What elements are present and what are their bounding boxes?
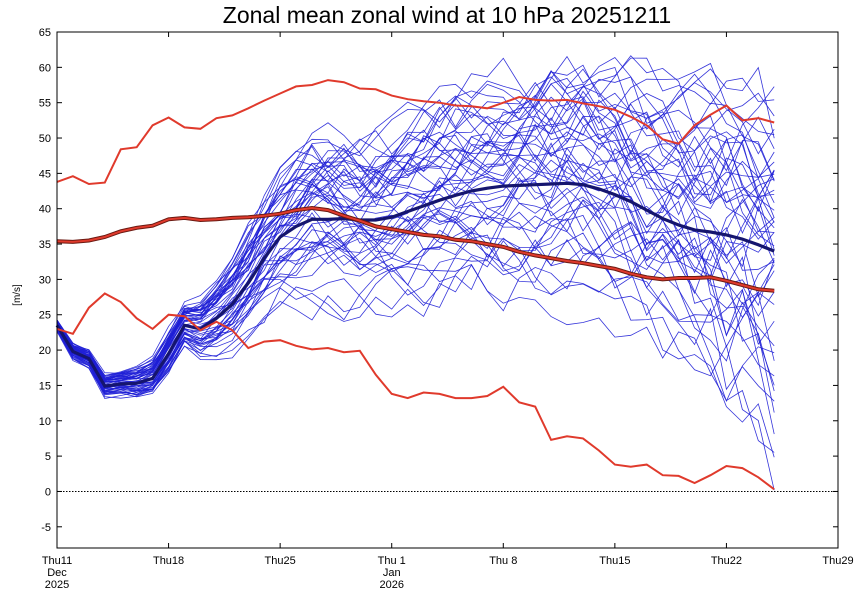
ensemble-member-line [56,76,775,376]
ensemble-member-line [56,56,775,382]
x-tick-label: 2026 [379,579,403,591]
x-tick-label: Thu18 [153,555,184,567]
x-tick-label: Thu29 [822,555,853,567]
ensemble-member-line [56,131,775,390]
y-tick-label: 30 [39,274,51,286]
y-tick-label: 40 [39,204,51,216]
ensemble-member-line [56,116,775,388]
y-tick-label: -5 [41,522,51,534]
chart-title: Zonal mean zonal wind at 10 hPa 20251211 [223,2,671,28]
ensemble-member-line [56,232,775,491]
y-tick-label: 10 [39,416,51,428]
ensemble-member-line [56,73,775,381]
ensemble-member-line [56,55,775,374]
ensemble-member-line [56,216,775,413]
ensemble-member-line [56,229,775,399]
ensemble-member-line [56,76,775,381]
x-tick-label: Thu25 [265,555,296,567]
ensemble-member-line [56,57,775,382]
y-tick-label: 35 [39,239,51,251]
x-tick-label: Jan [383,567,401,579]
ensemble-mean-line [55,181,775,388]
x-tick-label: Thu 8 [489,555,517,567]
x-tick-label: Thu22 [711,555,742,567]
y-tick-label: 60 [39,62,51,74]
x-tick-label: Thu11 [42,555,72,567]
y-tick-label: 5 [45,451,51,463]
y-axis: -5 0 5 10 15 20 25 30 35 40 45 50 55 60 65 [39,27,838,534]
y-tick-label: 55 [39,98,51,110]
y-axis-label: [m/s] [12,284,23,306]
x-tick-label: 2025 [45,579,69,591]
y-tick-label: 65 [39,27,51,39]
ensemble-member-line [56,133,775,379]
climatology-mean-line [56,206,775,292]
ensemble-member-line [56,263,775,453]
series-layer [55,79,775,491]
x-tick-label: Dec [47,567,67,579]
ensemble-member-line [56,152,775,388]
y-tick-label: 20 [39,345,51,357]
y-tick-label: 45 [39,168,51,180]
y-tick-label: 50 [39,133,51,145]
climatology-min-line [56,292,775,491]
ensemble-member-line [56,55,775,379]
y-tick-label: 15 [39,380,51,392]
y-tick-label: 25 [39,310,51,322]
y-tick-label: 0 [45,486,51,498]
climatology-max-line [56,79,775,186]
x-tick-label: Thu 1 [378,555,406,567]
x-tick-label: Thu15 [599,555,630,567]
plot-frame [56,31,839,549]
ensemble-member-line [56,124,775,381]
ensemble-members [56,55,775,491]
